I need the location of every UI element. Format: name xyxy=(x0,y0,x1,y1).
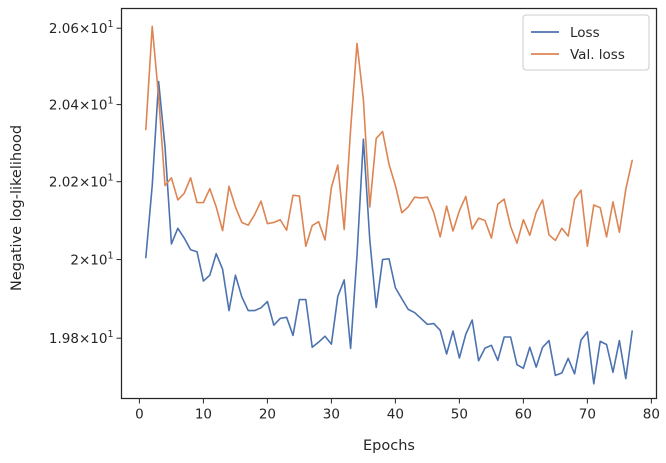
y-tick-mantissa: 1.98×10 xyxy=(49,331,108,347)
legend-label-val-loss: Val. loss xyxy=(570,47,625,63)
y-tick-label: 2×101 xyxy=(70,251,113,269)
x-tick-label: 20 xyxy=(259,407,276,423)
y-tick-exponent: 1 xyxy=(107,96,113,107)
y-tick-mantissa: 2.02×10 xyxy=(49,175,108,191)
y-tick-label: 1.98×101 xyxy=(49,329,114,347)
legend-label-loss: Loss xyxy=(570,25,600,41)
y-tick-exponent: 1 xyxy=(107,329,113,340)
x-axis-label: Epochs xyxy=(363,438,415,454)
legend-frame xyxy=(522,14,650,71)
series-line-val-loss xyxy=(145,25,633,248)
x-tick-label: 70 xyxy=(579,407,596,423)
series-line-loss xyxy=(145,80,633,385)
y-axis-label: Negative log-likelihood xyxy=(9,125,25,291)
y-tick-label: 2.04×101 xyxy=(49,96,114,114)
y-tick-mantissa: 2.06×10 xyxy=(49,21,108,37)
x-tick-label: 60 xyxy=(515,407,532,423)
y-tick-exponent: 1 xyxy=(107,19,113,30)
y-tick-exponent: 1 xyxy=(107,173,113,184)
series-layer xyxy=(145,25,633,385)
x-tick-label: 50 xyxy=(451,407,468,423)
x-axis: 0 10 20 30 40 50 60 70 80 xyxy=(135,398,660,423)
y-tick-mantissa: 2×10 xyxy=(70,253,107,269)
y-tick-exponent: 1 xyxy=(107,251,113,262)
y-tick-mantissa: 2.04×10 xyxy=(49,98,108,114)
y-tick-label: 2.02×101 xyxy=(49,173,114,191)
legend: Loss Val. loss xyxy=(522,14,650,71)
plot-area-frame xyxy=(120,7,658,400)
x-tick-label: 80 xyxy=(643,407,660,423)
x-tick-label: 40 xyxy=(387,407,404,423)
x-tick-label: 0 xyxy=(135,407,144,423)
x-tick-label: 30 xyxy=(323,407,340,423)
x-tick-label: 10 xyxy=(195,407,212,423)
y-tick-label: 2.06×101 xyxy=(49,19,114,37)
